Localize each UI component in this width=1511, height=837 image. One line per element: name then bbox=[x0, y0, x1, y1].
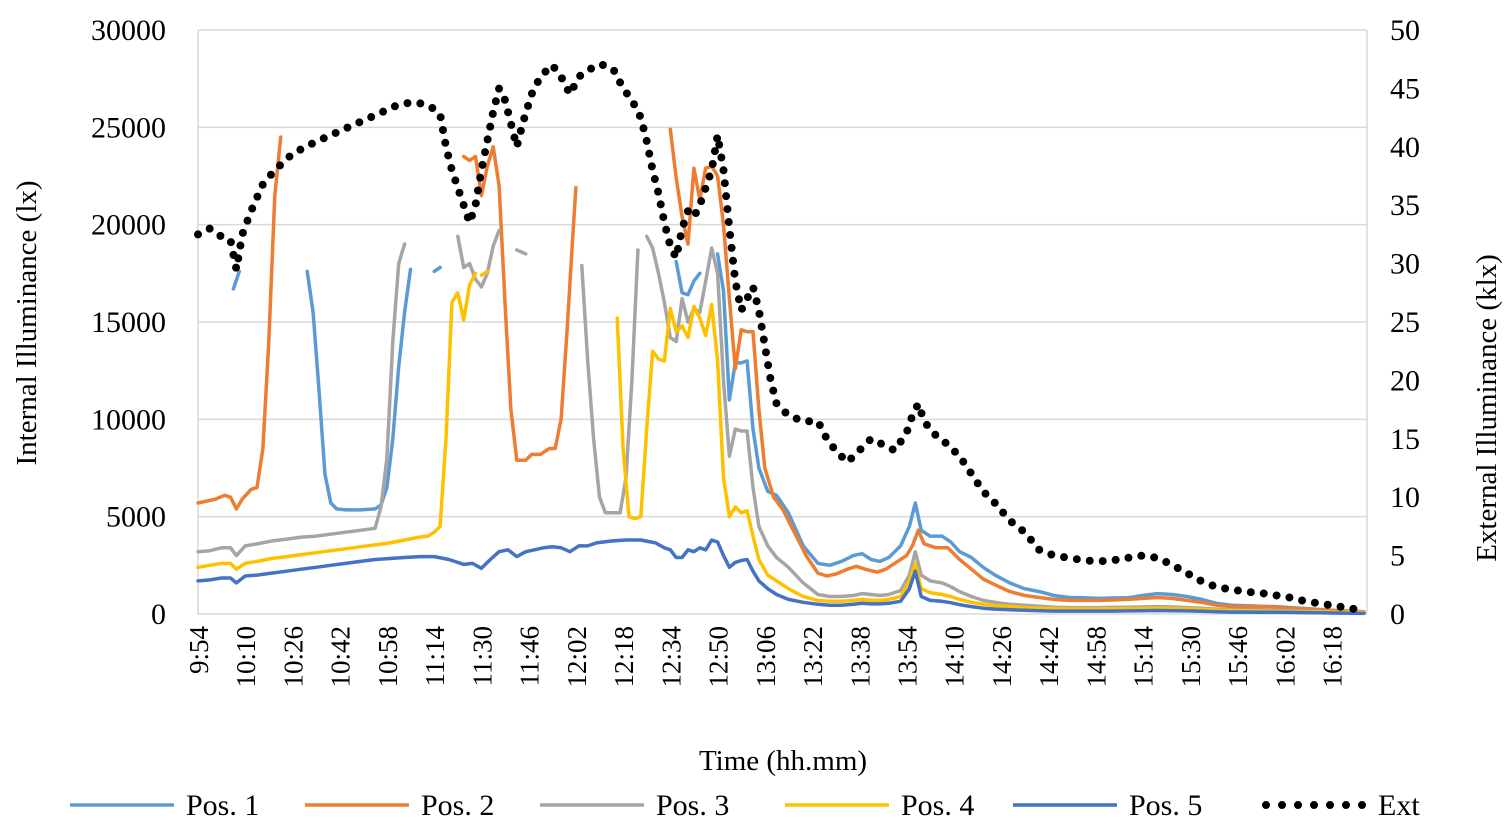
series-line bbox=[196, 269, 1366, 615]
y2-tick-label: 20 bbox=[1390, 364, 1420, 397]
series-line bbox=[196, 228, 1366, 614]
series-pos-1 bbox=[231, 252, 1366, 614]
legend-item: Pos. 1 bbox=[70, 789, 259, 822]
legend-item: Pos. 4 bbox=[785, 789, 974, 822]
legend-label: Pos. 5 bbox=[1129, 789, 1202, 822]
legend-label: Pos. 1 bbox=[186, 789, 259, 822]
y-tick-label: 5000 bbox=[106, 501, 166, 534]
x-tick-label: 14:26 bbox=[987, 626, 1017, 688]
right-axis-ticks: 0 5 10 15 20 25 30 35 40 45 50 bbox=[1390, 14, 1420, 631]
x-tick-label: 15:30 bbox=[1176, 626, 1206, 688]
series-line bbox=[194, 61, 1368, 615]
series-line bbox=[231, 252, 1366, 614]
x-tick-label: 12:02 bbox=[562, 626, 592, 688]
series-pos-3 bbox=[196, 228, 1366, 614]
left-axis-ticks: 0 5000 10000 15000 20000 25000 30000 bbox=[91, 14, 166, 631]
legend-item: Ext bbox=[1262, 789, 1420, 822]
x-tick-label: 13:38 bbox=[845, 626, 875, 688]
x-tick-label: 14:58 bbox=[1081, 626, 1111, 688]
x-tick-label: 12:18 bbox=[609, 626, 639, 688]
y-tick-label: 20000 bbox=[91, 209, 166, 242]
y2-tick-label: 10 bbox=[1390, 481, 1420, 514]
series-pos-2 bbox=[196, 127, 1366, 614]
legend-item: Pos. 5 bbox=[1013, 789, 1202, 822]
legend: Pos. 1 Pos. 2 Pos. 3 Pos. 4 Pos. 5 Ext bbox=[70, 789, 1420, 822]
series-layer bbox=[194, 61, 1368, 616]
legend-label: Pos. 3 bbox=[656, 789, 729, 822]
y2-tick-label: 35 bbox=[1390, 189, 1420, 222]
x-tick-label: 13:54 bbox=[892, 626, 922, 688]
y2-tick-label: 40 bbox=[1390, 131, 1420, 164]
y2-tick-label: 15 bbox=[1390, 423, 1420, 456]
x-tick-label: 11:46 bbox=[515, 626, 545, 687]
series-line bbox=[196, 127, 1366, 614]
x-tick-label: 15:46 bbox=[1223, 626, 1253, 688]
x-tick-label: 10:26 bbox=[278, 626, 308, 688]
y2-axis-title: External Illuminance (klx) bbox=[1471, 254, 1503, 562]
y2-tick-label: 30 bbox=[1390, 248, 1420, 281]
series-line bbox=[196, 538, 1366, 616]
x-axis-ticks: 9:54 10:10 10:26 10:42 10:58 11:14 11:30 11:46 1… bbox=[184, 626, 1348, 688]
x-tick-label: 16:02 bbox=[1270, 626, 1300, 688]
series-ext bbox=[194, 61, 1368, 615]
x-tick-label: 12:34 bbox=[656, 626, 686, 688]
legend-label: Pos. 2 bbox=[421, 789, 494, 822]
x-tick-label: 9:54 bbox=[184, 626, 214, 675]
x-axis-title: Time (hh.mm) bbox=[699, 745, 867, 777]
legend-label: Ext bbox=[1378, 789, 1420, 822]
x-tick-label: 11:14 bbox=[420, 626, 450, 687]
y-tick-label: 10000 bbox=[91, 403, 166, 436]
y2-tick-label: 0 bbox=[1390, 598, 1405, 631]
x-tick-label: 14:42 bbox=[1034, 626, 1064, 688]
x-tick-label: 14:10 bbox=[940, 626, 970, 688]
x-tick-label: 11:30 bbox=[467, 626, 497, 687]
y2-tick-label: 45 bbox=[1390, 72, 1420, 105]
legend-item: Pos. 2 bbox=[305, 789, 494, 822]
x-tick-label: 13:06 bbox=[751, 626, 781, 688]
y2-tick-label: 5 bbox=[1390, 540, 1405, 573]
y-tick-label: 15000 bbox=[91, 306, 166, 339]
x-tick-label: 13:22 bbox=[798, 626, 828, 688]
y-tick-label: 25000 bbox=[91, 111, 166, 144]
y2-tick-label: 25 bbox=[1390, 306, 1420, 339]
x-tick-label: 10:42 bbox=[326, 626, 356, 688]
y-tick-label: 30000 bbox=[91, 14, 166, 47]
y2-tick-label: 50 bbox=[1390, 14, 1420, 47]
x-tick-label: 10:58 bbox=[373, 626, 403, 688]
x-tick-label: 15:14 bbox=[1129, 626, 1159, 688]
legend-label: Pos. 4 bbox=[901, 789, 974, 822]
y-axis-title: Internal Illuminance (lx) bbox=[11, 180, 43, 465]
series-pos-4 bbox=[196, 269, 1366, 615]
series-pos-5 bbox=[196, 538, 1366, 616]
x-tick-label: 16:18 bbox=[1318, 626, 1348, 688]
x-tick-label: 10:10 bbox=[231, 626, 261, 688]
x-tick-label: 12:50 bbox=[704, 626, 734, 688]
legend-item: Pos. 3 bbox=[540, 789, 729, 822]
y-tick-label: 0 bbox=[151, 598, 166, 631]
